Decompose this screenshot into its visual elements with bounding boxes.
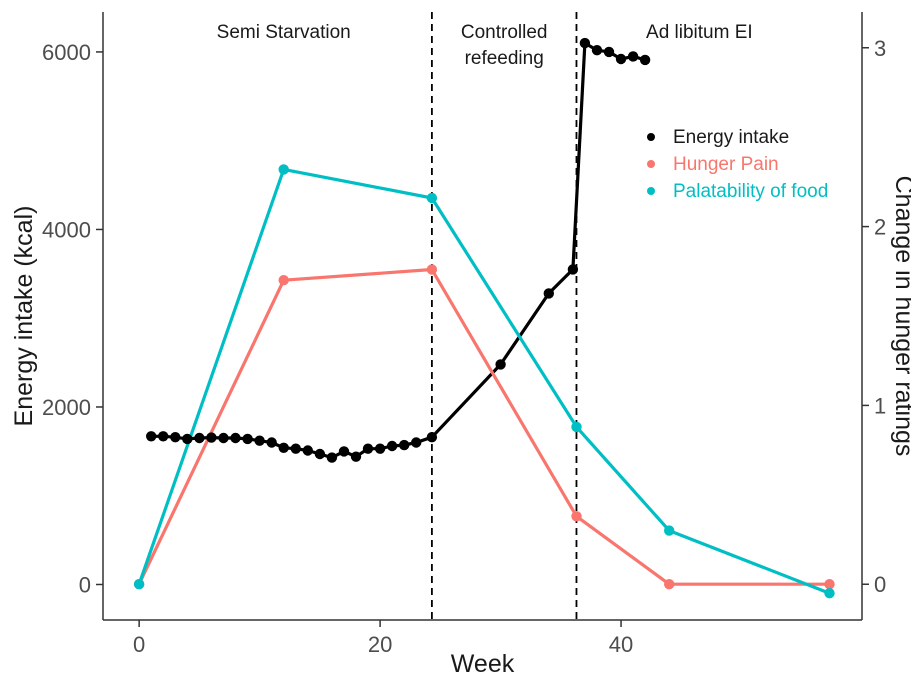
x-axis-title: Week bbox=[451, 650, 515, 678]
energy-intake-point bbox=[627, 51, 639, 62]
legend-label-energy-intake: Energy intake bbox=[673, 127, 789, 148]
energy-intake-point bbox=[230, 432, 241, 444]
energy-intake-point bbox=[603, 46, 615, 58]
hunger-pain-line bbox=[137, 267, 832, 586]
axes: 0 20 40 0 2000 4000 6000 0 1 2 3 Week Energy intake … bbox=[10, 36, 911, 678]
energy-intake-point bbox=[615, 53, 627, 65]
energy-intake-point bbox=[591, 45, 603, 56]
series-points bbox=[133, 37, 835, 599]
x-tick-label: 20 bbox=[368, 632, 392, 657]
legend-key-energy-intake bbox=[647, 133, 655, 141]
series-lines bbox=[137, 41, 832, 595]
y-right-tick-label: 2 bbox=[874, 215, 886, 240]
energy-intake-point bbox=[386, 440, 398, 452]
energy-intake-point bbox=[194, 432, 205, 444]
energy-intake-point bbox=[242, 433, 253, 445]
energy-intake-point bbox=[411, 437, 422, 448]
legend: Energy intake Hunger Pain Palatability of … bbox=[647, 127, 828, 202]
palatability-of-food-point bbox=[133, 579, 145, 590]
palatability-of-food-line bbox=[137, 167, 832, 595]
legend-key-palatability-of-food bbox=[647, 187, 655, 195]
hunger-pain-point bbox=[426, 264, 438, 275]
energy-intake-point bbox=[338, 446, 350, 457]
energy-intake-line bbox=[149, 41, 647, 460]
energy-intake-point bbox=[266, 437, 277, 448]
energy-intake-point bbox=[362, 443, 374, 454]
palatability-of-food-point bbox=[278, 164, 289, 175]
legend-label-palatability-of-food: Palatability of food bbox=[673, 181, 828, 202]
energy-intake-point bbox=[426, 432, 438, 443]
phase-label: Ad libitum EI bbox=[646, 22, 753, 43]
phase-labels: Semi Starvation Controlled refeeding Ad lib… bbox=[217, 22, 753, 69]
energy-intake-point bbox=[182, 433, 193, 445]
energy-intake-point bbox=[218, 432, 229, 444]
hunger-pain-point bbox=[278, 275, 289, 286]
y-left-axis-title: Energy intake (kcal) bbox=[10, 206, 38, 427]
x-tick-label: 0 bbox=[133, 632, 145, 657]
y-left-tick-label: 2000 bbox=[42, 395, 91, 420]
phase-dividers bbox=[430, 12, 578, 620]
energy-intake-point bbox=[543, 288, 554, 299]
hunger-pain-point bbox=[664, 579, 675, 590]
y-left-tick-label: 4000 bbox=[42, 217, 91, 242]
y-right-axis-title: Change in hunger ratings bbox=[890, 176, 911, 457]
energy-intake-point bbox=[170, 432, 181, 443]
palatability-of-food-point bbox=[571, 421, 582, 433]
energy-intake-point bbox=[314, 448, 326, 460]
hunger-pain-point bbox=[824, 579, 835, 590]
palatability-of-food-point bbox=[426, 192, 438, 204]
x-tick-label: 40 bbox=[609, 632, 633, 657]
energy-intake-point bbox=[278, 442, 289, 453]
energy-intake-point bbox=[639, 54, 651, 66]
y-left-tick-label: 0 bbox=[79, 572, 91, 597]
palatability-of-food-point bbox=[664, 525, 675, 536]
energy-intake-point bbox=[326, 452, 338, 463]
energy-intake-point bbox=[495, 359, 506, 370]
energy-intake-point bbox=[158, 431, 169, 442]
plot-frame bbox=[102, 12, 863, 621]
energy-intake-point bbox=[290, 443, 301, 454]
legend-key-hunger-pain bbox=[647, 160, 655, 168]
energy-intake-point bbox=[254, 435, 265, 446]
phase-label: refeeding bbox=[465, 48, 544, 69]
y-left-tick-label: 6000 bbox=[42, 40, 91, 65]
energy-intake-point bbox=[567, 264, 579, 275]
energy-intake-point bbox=[350, 451, 362, 462]
hunger-pain-point bbox=[571, 511, 582, 522]
y-right-tick-label: 3 bbox=[874, 36, 886, 61]
legend-label-hunger-pain: Hunger Pain bbox=[673, 154, 779, 175]
energy-intake-point bbox=[302, 445, 313, 456]
phase-label: Controlled bbox=[461, 22, 548, 43]
energy-intake-point bbox=[399, 439, 410, 451]
energy-intake-point bbox=[374, 443, 386, 454]
y-right-tick-label: 1 bbox=[874, 393, 886, 418]
phase-label: Semi Starvation bbox=[217, 22, 351, 43]
palatability-of-food-point bbox=[824, 588, 835, 599]
energy-intake-point bbox=[146, 431, 157, 442]
y-right-tick-label: 0 bbox=[874, 572, 886, 597]
energy-intake-point bbox=[206, 432, 217, 443]
energy-intake-point bbox=[579, 37, 591, 49]
